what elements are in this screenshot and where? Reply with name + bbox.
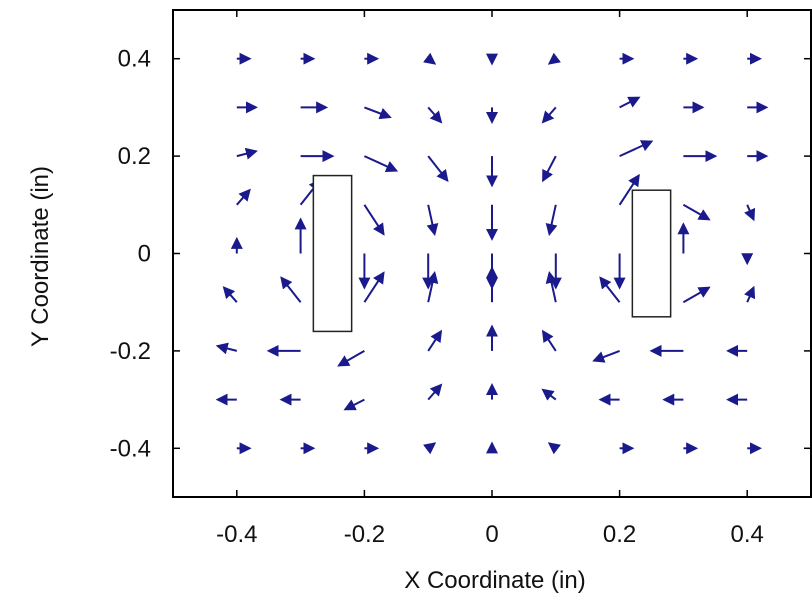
vector-arrow [682, 286, 711, 304]
vector-arrow [541, 106, 557, 124]
vector-arrow [547, 52, 562, 65]
vector-arrow [280, 276, 302, 303]
vector-arrow [426, 271, 439, 303]
obstacle-rectangle [631, 189, 672, 318]
vector-arrow [426, 204, 439, 236]
vector-arrow [222, 286, 238, 303]
y-tick-label: -0.4 [110, 435, 151, 462]
y-axis-label: Y Coordinate (in) [27, 166, 54, 347]
vector-arrow [427, 155, 449, 183]
vector-arrow [422, 442, 437, 455]
vector-arrow [236, 188, 251, 206]
vector-arrow [619, 96, 641, 109]
x-tick-label: 0 [485, 521, 498, 548]
vector-arrow [682, 203, 711, 221]
x-tick-label: -0.2 [344, 521, 385, 548]
x-tick-label: 0.2 [603, 521, 636, 548]
vector-arrow [592, 349, 620, 363]
vector-arrow [599, 276, 621, 303]
vector-arrow [744, 285, 756, 303]
vector-arrow [363, 204, 385, 236]
vector-arrow [541, 388, 557, 401]
x-tick-label: -0.4 [216, 521, 257, 548]
vector-arrow [236, 147, 258, 160]
vector-arrow [422, 52, 437, 65]
axis-ticks: -0.4 -0.2 0 0.2 0.4 0.4 0.2 0 -0.2 -0.4 [110, 10, 811, 548]
vector-field [215, 52, 769, 455]
x-tick-label: 0.4 [731, 521, 764, 548]
vector-arrow [215, 342, 238, 355]
vector-arrow [363, 155, 399, 173]
vector-arrow [542, 155, 557, 183]
vector-arrow [363, 271, 385, 303]
vector-arrow [427, 329, 443, 352]
vector-arrow [343, 398, 365, 411]
vector-arrow [618, 173, 640, 206]
obstacle-rectangles [312, 174, 672, 333]
vector-arrow [427, 106, 443, 124]
vector-arrow [545, 204, 558, 236]
vector-arrow [364, 106, 392, 120]
vector-arrow [545, 271, 558, 303]
vector-arrow [337, 350, 365, 367]
vector-arrow [427, 383, 443, 401]
y-tick-label: -0.2 [110, 338, 151, 365]
obstacle-rectangle [312, 174, 353, 333]
vector-arrow [744, 204, 756, 222]
vector-arrow [541, 329, 557, 352]
y-tick-label: 0.2 [118, 143, 151, 170]
vector-arrow [547, 442, 562, 455]
vector-arrow [619, 140, 654, 158]
y-tick-label: 0 [138, 241, 151, 268]
x-axis-label: X Coordinate (in) [404, 567, 585, 594]
y-tick-label: 0.4 [118, 46, 151, 73]
